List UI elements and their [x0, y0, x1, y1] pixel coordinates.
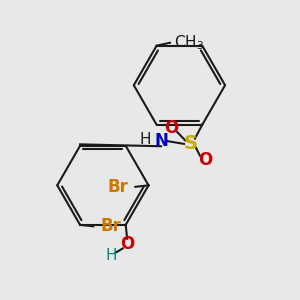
Text: O: O	[198, 151, 212, 169]
Text: H: H	[139, 132, 151, 147]
Text: Br: Br	[101, 217, 122, 235]
Text: CH$_3$: CH$_3$	[174, 33, 204, 52]
Text: Br: Br	[107, 178, 128, 196]
Text: O: O	[120, 235, 134, 253]
Text: O: O	[164, 119, 178, 137]
Text: H: H	[105, 248, 117, 263]
Text: S: S	[184, 134, 197, 153]
Text: N: N	[154, 132, 168, 150]
